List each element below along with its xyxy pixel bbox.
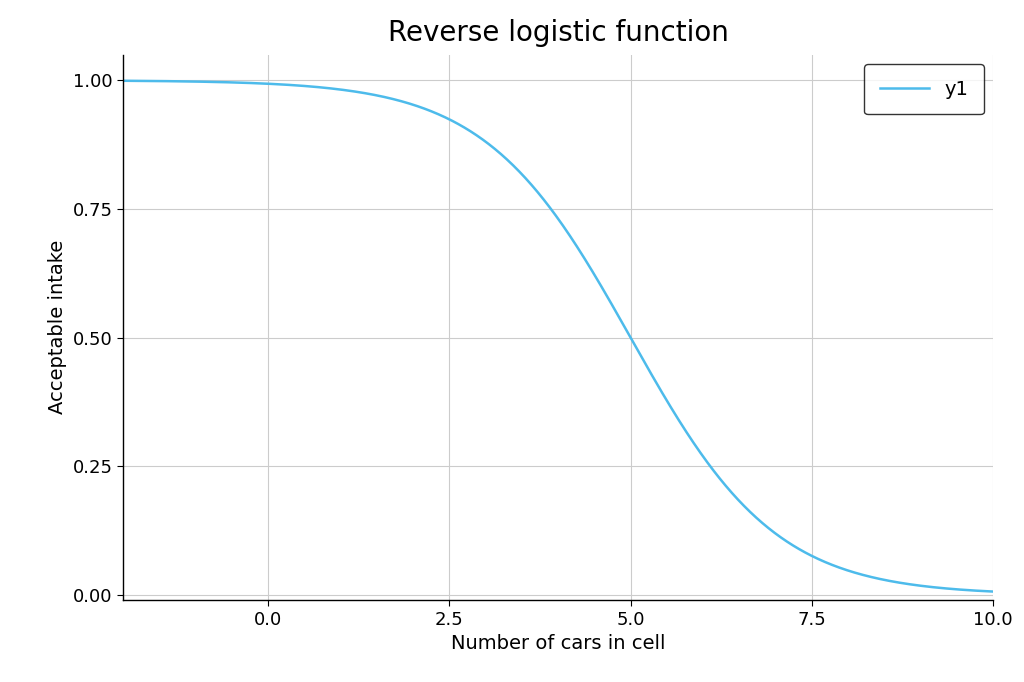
Y-axis label: Acceptable intake: Acceptable intake [48, 240, 67, 415]
Legend: y1: y1 [864, 64, 984, 115]
y1 [500, 155, 512, 163]
y1 [117, 76, 129, 85]
y1 [469, 130, 481, 138]
X-axis label: Number of cars in cell: Number of cars in cell [451, 634, 666, 653]
y1 [811, 554, 823, 563]
Title: Reverse logistic function: Reverse logistic function [388, 18, 728, 46]
y1 [987, 587, 999, 595]
y1 [796, 546, 808, 554]
Line: y1: y1 [123, 80, 993, 591]
y1 [206, 78, 218, 86]
y1 [715, 475, 727, 484]
